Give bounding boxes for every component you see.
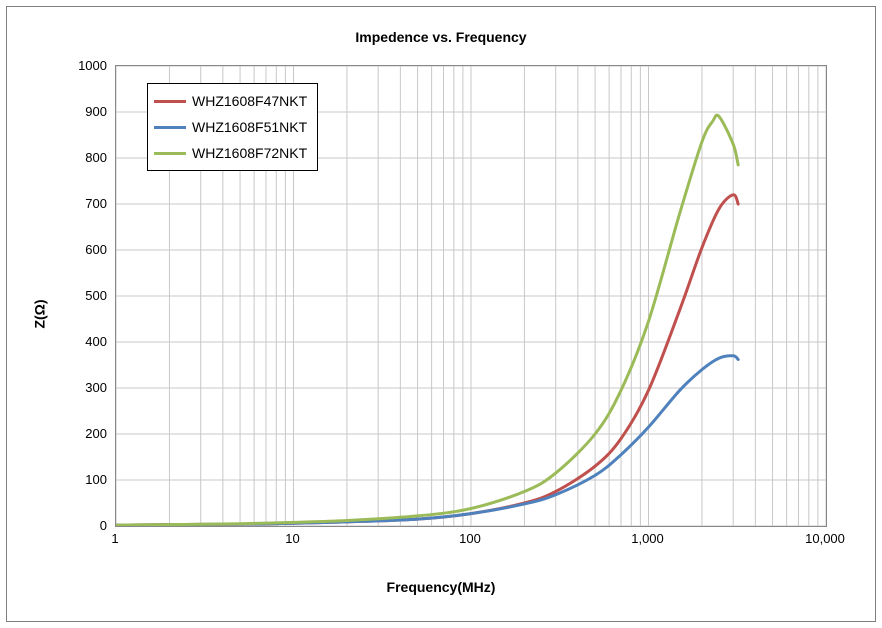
x-tick-label: 100 <box>459 531 481 546</box>
legend-item: WHZ1608F47NKT <box>154 88 307 114</box>
legend-swatch <box>154 152 186 155</box>
legend-swatch <box>154 100 186 103</box>
y-tick-label: 500 <box>57 288 107 303</box>
x-tick-label: 10 <box>285 531 299 546</box>
y-tick-label: 900 <box>57 104 107 119</box>
legend-label: WHZ1608F47NKT <box>192 93 307 109</box>
y-axis-label: Z(Ω) <box>32 299 48 328</box>
x-axis-label: Frequency(MHz) <box>7 579 875 595</box>
y-tick-label: 800 <box>57 150 107 165</box>
legend-label: WHZ1608F72NKT <box>192 145 307 161</box>
x-tick-label: 10,000 <box>805 531 845 546</box>
x-tick-label: 1 <box>111 531 118 546</box>
legend: WHZ1608F47NKT WHZ1608F51NKT WHZ1608F72NKT <box>147 83 318 171</box>
legend-label: WHZ1608F51NKT <box>192 119 307 135</box>
chart-frame: Impedence vs. Frequency Z(Ω) Frequency(M… <box>6 6 876 622</box>
x-tick-label: 1,000 <box>631 531 664 546</box>
y-tick-label: 200 <box>57 426 107 441</box>
y-tick-label: 600 <box>57 242 107 257</box>
y-tick-label: 400 <box>57 334 107 349</box>
chart-title: Impedence vs. Frequency <box>7 29 875 45</box>
y-tick-label: 1000 <box>57 58 107 73</box>
legend-item: WHZ1608F51NKT <box>154 114 307 140</box>
y-tick-label: 300 <box>57 380 107 395</box>
legend-item: WHZ1608F72NKT <box>154 140 307 166</box>
y-tick-label: 700 <box>57 196 107 211</box>
y-tick-label: 0 <box>57 518 107 533</box>
y-tick-label: 100 <box>57 472 107 487</box>
legend-swatch <box>154 126 186 129</box>
